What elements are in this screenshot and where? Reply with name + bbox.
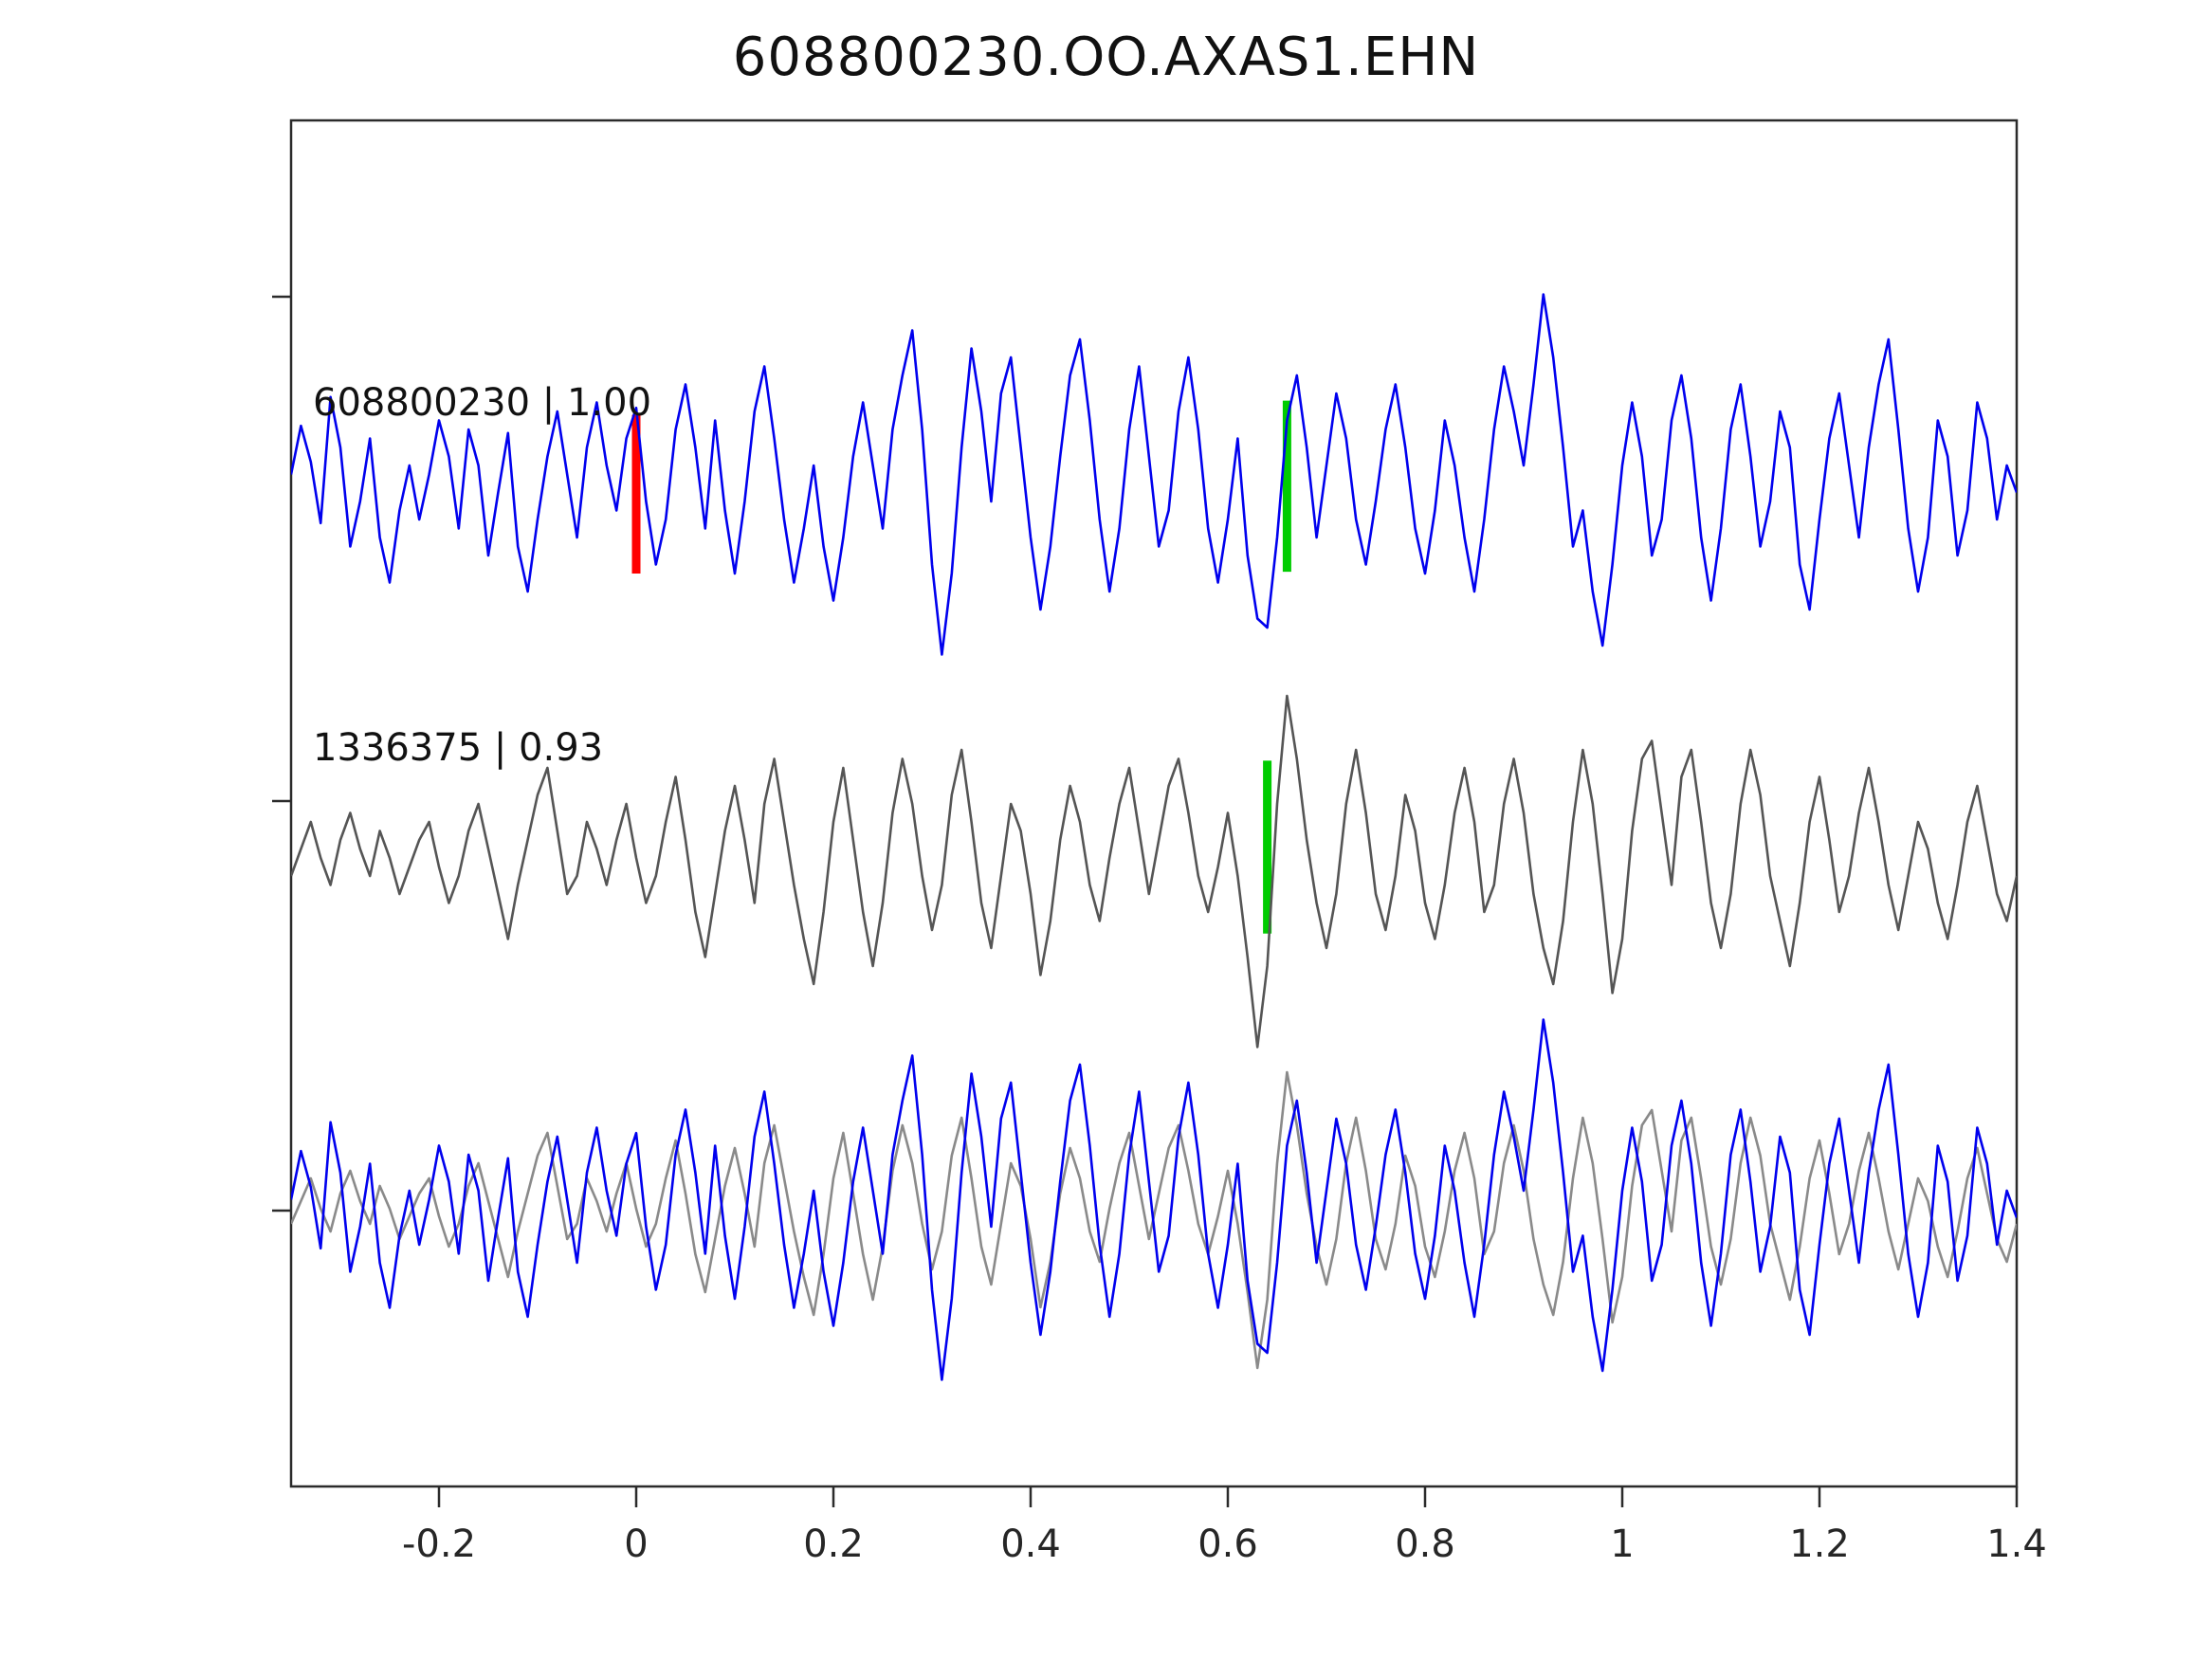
x-tick-label: 0.4 — [1000, 1522, 1061, 1566]
waveform-overlay-608800230 — [291, 1018, 2017, 1381]
waveform-608800230 — [291, 293, 2017, 656]
axes-frame — [289, 118, 2019, 1488]
chart-dynamic-layer: -0.2 0 0.2 0.4 0.6 0.8 1 1.2 1.4 — [272, 293, 2047, 1566]
x-tick-label: 1.2 — [1789, 1522, 1850, 1566]
x-tick-label: 0.6 — [1197, 1522, 1258, 1566]
trace1-label: 608800230 | 1.00 — [313, 381, 651, 425]
waveform-1336375 — [291, 694, 2017, 1048]
x-tick-label: 0 — [624, 1522, 648, 1566]
x-tick-label: 1.4 — [1986, 1522, 2047, 1566]
x-tick-label: -0.2 — [402, 1522, 476, 1566]
x-tick-label: 1 — [1610, 1522, 1634, 1566]
figure-title: 608800230.OO.AXAS1.EHN — [732, 27, 1480, 88]
trace2-label: 1336375 | 0.93 — [313, 726, 603, 770]
x-tick-label: 0.2 — [803, 1522, 864, 1566]
x-tick-label: 0.8 — [1395, 1522, 1455, 1566]
